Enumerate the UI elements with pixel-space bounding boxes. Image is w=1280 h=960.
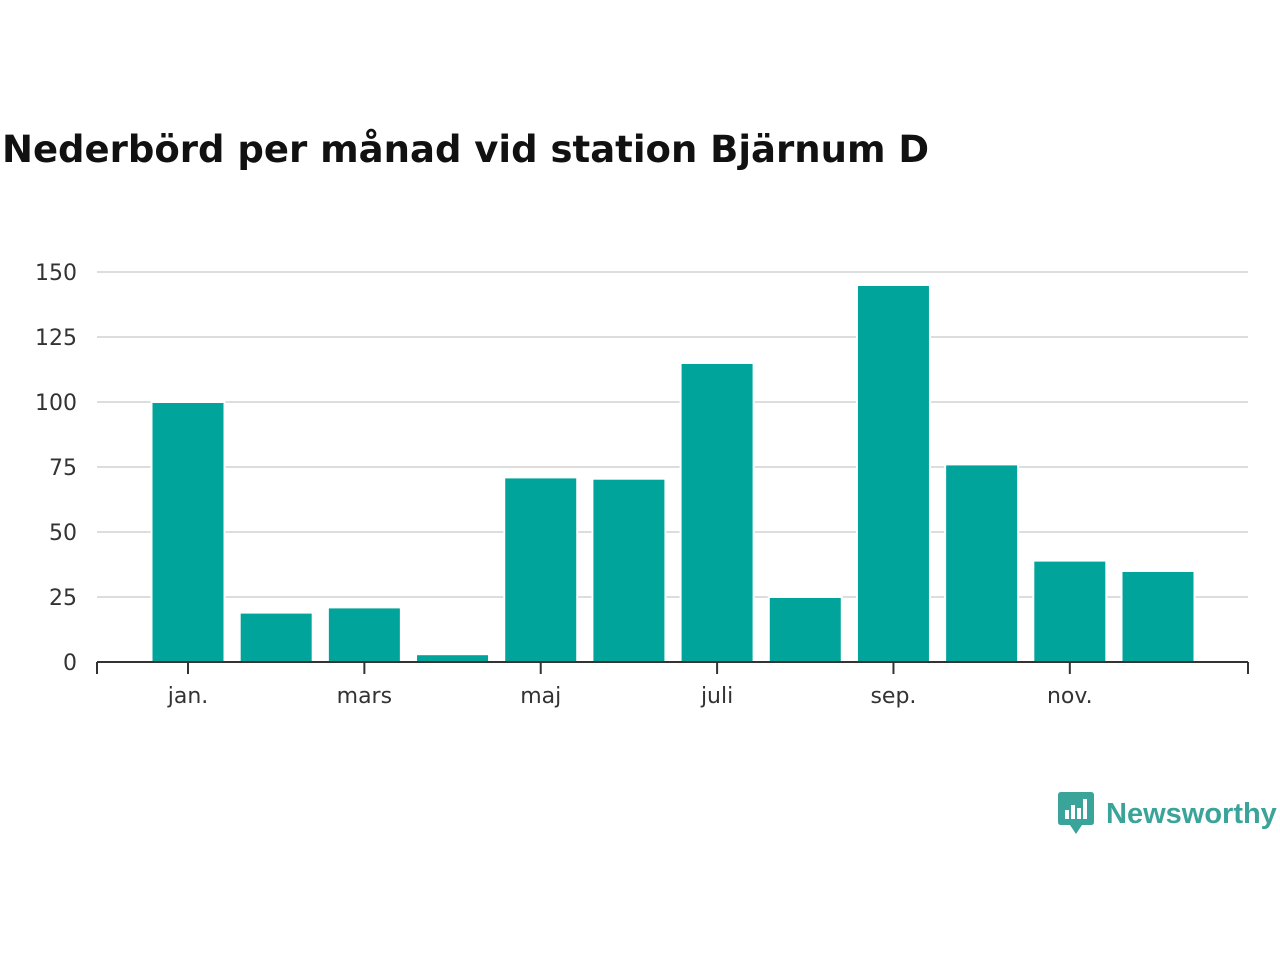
bar-9 [944,463,1020,663]
bar-10 [1032,559,1108,663]
chart-title: Nederbörd per månad vid station Bjärnum … [2,128,930,171]
brand-logo: Newsworthy [1058,792,1277,836]
gridlines [97,271,1248,598]
x-axis [96,661,1249,674]
bar-1 [238,611,314,663]
x-tick-label: jan. [167,684,209,709]
y-tick-label: 75 [49,456,77,481]
y-tick-label: 125 [35,326,77,351]
y-tick-label: 150 [35,261,77,286]
bar-4 [503,476,579,663]
bar-11 [1120,570,1196,663]
bars [150,284,1196,664]
bar-3 [415,653,491,664]
bar-2 [326,606,402,664]
x-tick-label: maj [520,684,561,709]
y-tick-label: 25 [49,586,77,611]
y-axis-tick-labels: 0 25 50 75 100 125 150 [35,261,77,676]
bar-0 [150,401,226,663]
newsworthy-logo-icon [1058,792,1094,834]
x-tick-label: sep. [870,684,916,709]
bar-8 [855,284,931,663]
bar-7 [767,596,843,663]
y-tick-label: 50 [49,521,77,546]
x-tick-label: juli [700,684,733,709]
brand-name: Newsworthy [1106,797,1277,830]
x-axis-tick-labels: jan. mars maj juli sep. nov. [167,684,1093,709]
bar-6 [679,362,755,663]
y-tick-label: 0 [63,651,77,676]
y-tick-label: 100 [35,391,77,416]
x-tick-label: nov. [1047,684,1093,709]
bar-5 [591,477,667,664]
x-tick-label: mars [337,684,392,709]
